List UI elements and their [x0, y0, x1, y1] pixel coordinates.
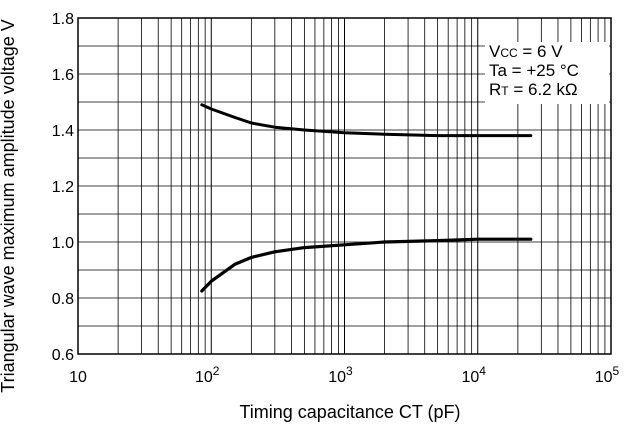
- legend: VCC = 6 VTa = +25 °CRT = 6.2 kΩ: [485, 42, 609, 104]
- legend-background: [485, 42, 609, 104]
- x-tick-label: 102: [195, 364, 220, 386]
- series-2-line: [200, 237, 533, 293]
- y-tick-label: 1.2: [52, 179, 74, 196]
- x-tick-label: 105: [595, 364, 620, 386]
- x-tick-label: 104: [462, 364, 487, 386]
- y-tick-label: 0.8: [52, 291, 74, 308]
- y-axis-title: Triangular wave maximum amplitude voltag…: [0, 19, 18, 393]
- x-tick-label: 103: [328, 364, 353, 386]
- y-tick-label: 1.6: [52, 67, 74, 84]
- y-tick-label: 1.0: [52, 235, 74, 252]
- plot-frame: [77, 17, 612, 355]
- legend-line-2: Ta = +25 °C: [489, 61, 579, 80]
- y-tick-label: 1.4: [52, 123, 74, 140]
- y-tick-label: 0.6: [52, 347, 74, 364]
- series-1-line: [200, 103, 533, 138]
- y-tick-labels: 0.6 0.8 1.0 1.2 1.4 1.6 1.8: [52, 11, 74, 364]
- x-tick-labels: 10 102 103 104 105: [69, 364, 619, 386]
- legend-line-1: VCC = 6 V: [489, 42, 563, 61]
- series-group: [200, 103, 533, 293]
- y-tick-label: 1.8: [52, 11, 74, 28]
- x-axis-title: Timing capacitance CT (pF): [239, 402, 460, 422]
- legend-line-3: RT = 6.2 kΩ: [489, 80, 578, 99]
- x-tick-label: 10: [69, 369, 87, 386]
